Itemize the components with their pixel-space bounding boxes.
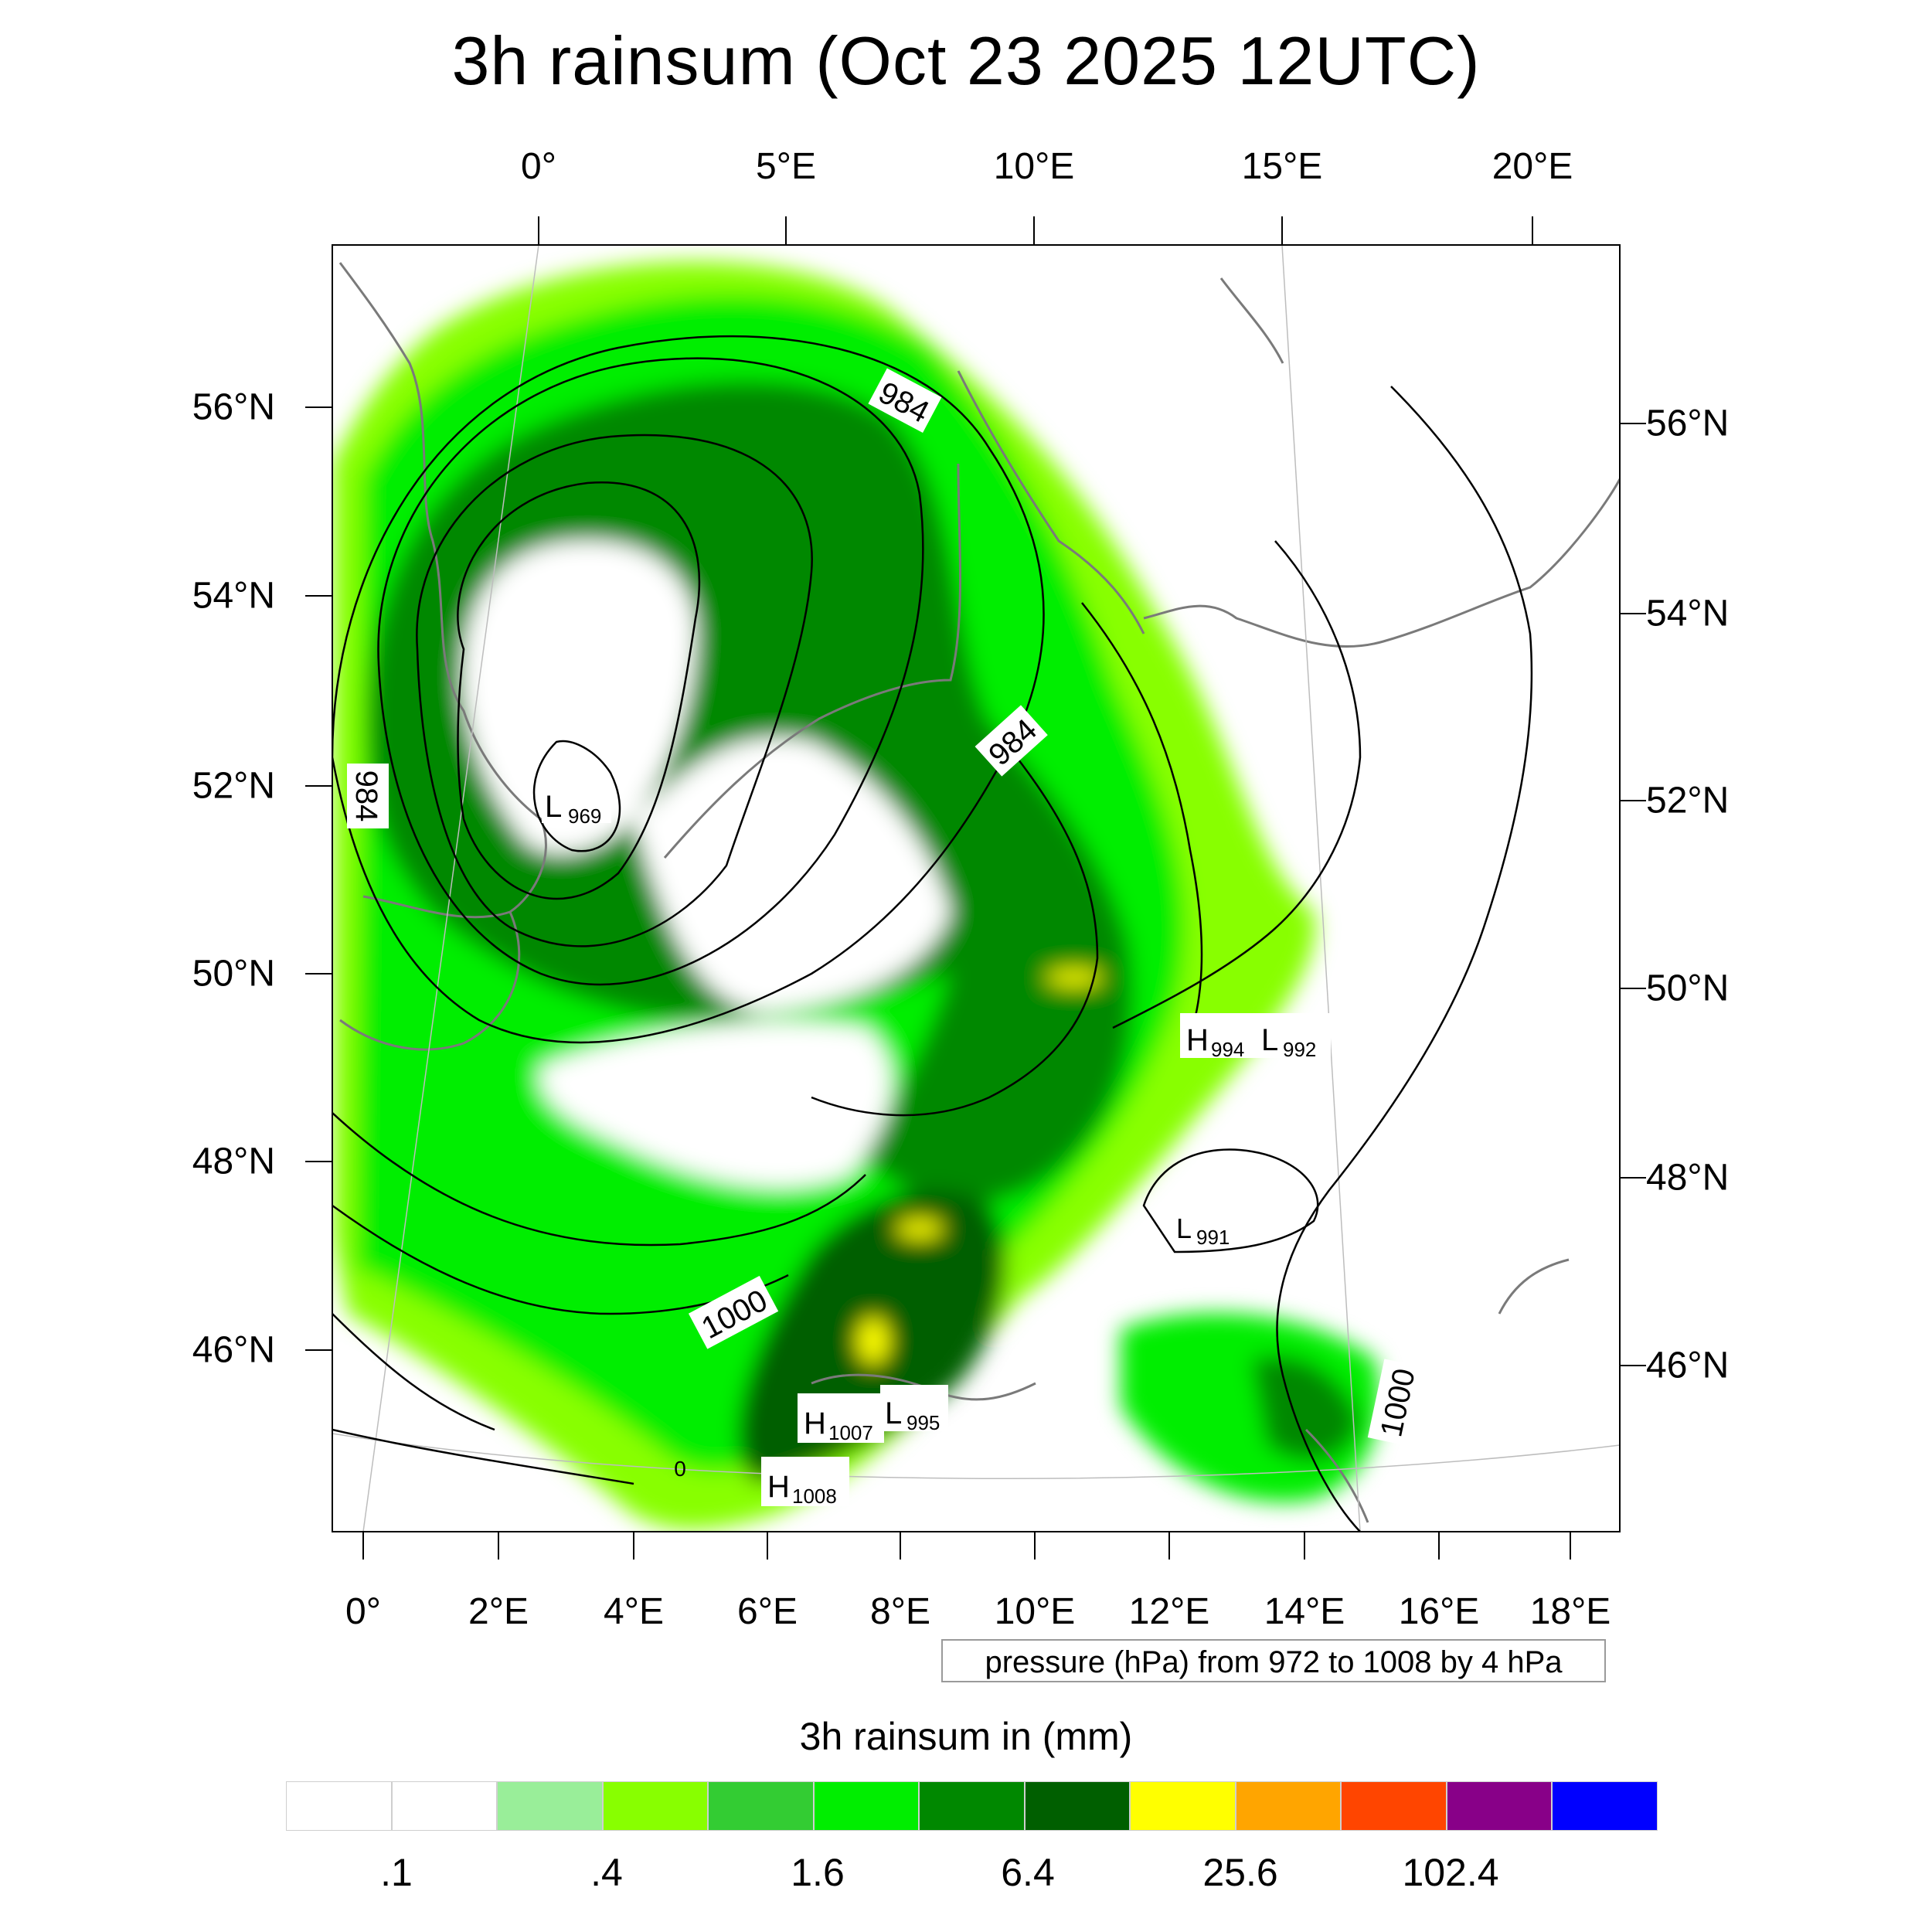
colorbar-label-5: 102.4 xyxy=(1402,1851,1499,1894)
colorbar-cell-9 xyxy=(1235,1781,1341,1831)
top-lon-label-20e: 20°E xyxy=(1492,146,1573,187)
colorbar-cell-3 xyxy=(602,1781,708,1831)
low-995: L 995 xyxy=(880,1385,948,1434)
low-992: L 992 xyxy=(1257,1013,1331,1061)
colorbar-label-2: 1.6 xyxy=(791,1851,845,1894)
pressure-centers: L 969 H 994 L 992 L 991 H 1007 L 995 xyxy=(542,783,1331,1508)
bottom-lon-label-12e: 12°E xyxy=(1128,1591,1210,1632)
svg-text:H: H xyxy=(767,1470,790,1504)
colorbar-cell-7 xyxy=(1024,1781,1130,1831)
svg-text:L: L xyxy=(1176,1213,1192,1244)
low-969: L 969 xyxy=(542,783,611,828)
top-lon-label-5e: 5°E xyxy=(756,146,816,187)
high-1008: H 1008 xyxy=(761,1457,849,1508)
left-lat-label-54n: 54°N xyxy=(192,575,275,617)
colorbar-title: 3h rainsum in (mm) xyxy=(799,1715,1133,1758)
top-lon-label-15e: 15°E xyxy=(1241,146,1323,187)
right-lat-label-50n: 50°N xyxy=(1646,968,1730,1009)
bottom-lon-label-0: 0° xyxy=(345,1591,381,1632)
map-frame xyxy=(332,244,1621,1532)
left-lat-label-46n: 46°N xyxy=(192,1329,275,1371)
high-1007: H 1007 xyxy=(798,1393,884,1444)
bottom-lon-label-6e: 6°E xyxy=(737,1591,798,1632)
colorbar-label-4: 25.6 xyxy=(1202,1851,1278,1894)
colorbar-cell-0 xyxy=(286,1781,392,1831)
bottom-lon-label-18e: 18°E xyxy=(1529,1591,1611,1632)
colorbar-label-0: .1 xyxy=(380,1851,413,1894)
right-lat-label-54n: 54°N xyxy=(1646,593,1730,634)
colorbar-cell-10 xyxy=(1341,1781,1447,1831)
left-lat-label-56n: 56°N xyxy=(192,386,275,428)
right-lat-label-56n: 56°N xyxy=(1646,403,1730,444)
colorbar-cell-12 xyxy=(1552,1781,1658,1831)
svg-text:H: H xyxy=(1186,1023,1209,1057)
bottom-lon-label-4e: 4°E xyxy=(604,1591,664,1632)
bottom-lon-label-2e: 2°E xyxy=(468,1591,529,1632)
colorbar-cell-11 xyxy=(1446,1781,1552,1831)
precipitation-field-east xyxy=(1121,1313,1380,1502)
high-994: H 994 xyxy=(1180,1013,1257,1061)
map-title: 3h rainsum (Oct 23 2025 12UTC) xyxy=(451,22,1481,99)
colorbar-cell-4 xyxy=(708,1781,814,1831)
contour-label-zero: 0 xyxy=(674,1457,686,1481)
svg-text:992: 992 xyxy=(1283,1038,1316,1061)
bottom-lon-label-10e: 10°E xyxy=(994,1591,1076,1632)
svg-text:L: L xyxy=(1261,1023,1278,1057)
colorbar-cell-5 xyxy=(813,1781,919,1831)
graticule xyxy=(332,245,1620,1532)
axis-ticks xyxy=(305,216,1646,1560)
svg-text:L: L xyxy=(885,1396,902,1430)
bottom-lon-label-14e: 14°E xyxy=(1264,1591,1345,1632)
svg-text:H: H xyxy=(804,1406,826,1440)
svg-text:969: 969 xyxy=(568,804,601,828)
svg-text:995: 995 xyxy=(906,1411,940,1434)
colorbar-cell-8 xyxy=(1130,1781,1236,1831)
left-lat-label-52n: 52°N xyxy=(192,765,275,807)
colorbar-label-1: .4 xyxy=(590,1851,623,1894)
right-lat-label-52n: 52°N xyxy=(1646,780,1730,821)
contour-label-984-left: 984 xyxy=(349,770,383,822)
low-991: L 991 xyxy=(1173,1206,1240,1249)
svg-text:1008: 1008 xyxy=(792,1485,837,1508)
right-lat-label-48n: 48°N xyxy=(1646,1157,1730,1199)
colorbar-label-3: 6.4 xyxy=(1001,1851,1055,1894)
bottom-lon-label-8e: 8°E xyxy=(870,1591,930,1632)
colorbar xyxy=(286,1781,1658,1831)
svg-text:994: 994 xyxy=(1211,1038,1244,1061)
contour-info-box: pressure (hPa) from 972 to 1008 by 4 hPa xyxy=(941,1639,1606,1682)
colorbar-cell-6 xyxy=(919,1781,1025,1831)
svg-text:1007: 1007 xyxy=(828,1421,873,1444)
top-lon-label-0: 0° xyxy=(521,146,556,187)
right-lat-label-46n: 46°N xyxy=(1646,1345,1730,1386)
colorbar-cell-2 xyxy=(497,1781,603,1831)
precipitation-field xyxy=(332,261,1316,1529)
bottom-lon-label-16e: 16°E xyxy=(1398,1591,1480,1632)
svg-text:L: L xyxy=(545,790,562,824)
colorbar-cell-1 xyxy=(391,1781,497,1831)
left-lat-label-48n: 48°N xyxy=(192,1141,275,1182)
left-lat-label-50n: 50°N xyxy=(192,953,275,995)
top-lon-label-10e: 10°E xyxy=(993,146,1075,187)
svg-text:991: 991 xyxy=(1196,1226,1230,1249)
